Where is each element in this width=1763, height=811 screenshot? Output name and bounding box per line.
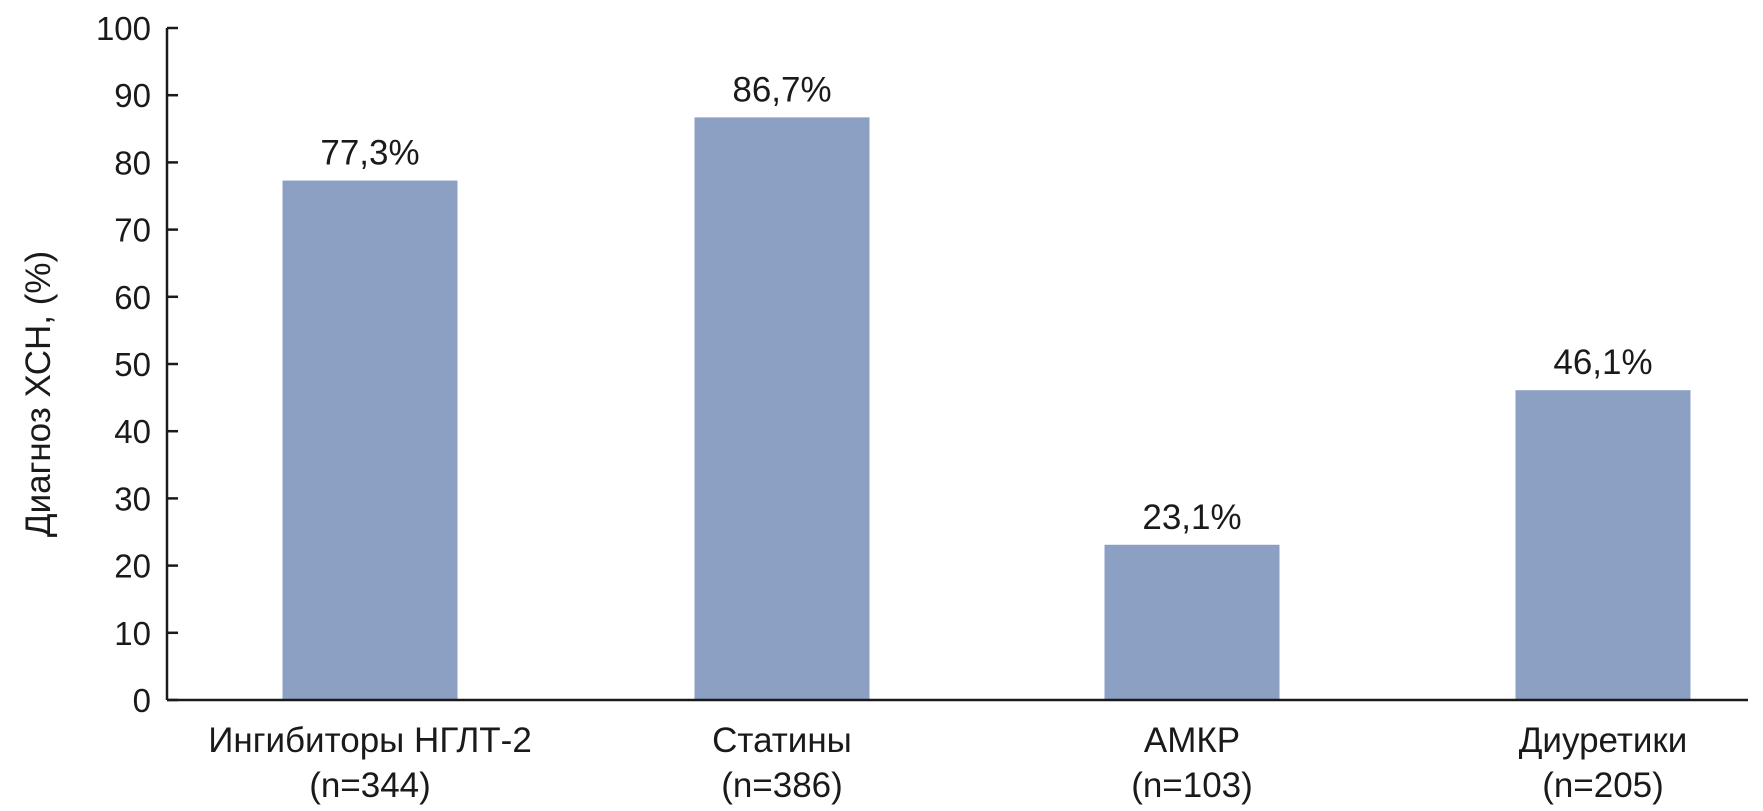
x-category-label: Диуретики [1519, 721, 1688, 760]
bar-value-label: 46,1% [1553, 343, 1652, 382]
x-category-count: (n=344) [309, 766, 431, 805]
y-axis-title: Диагноз ХСН, (%) [19, 251, 58, 537]
y-tick-label: 70 [114, 212, 151, 249]
y-tick-label: 90 [114, 77, 151, 114]
x-category-label: АМКР [1144, 721, 1240, 760]
y-tick-label: 30 [114, 480, 151, 517]
y-axis-ticks: 0 10 20 30 40 50 60 70 80 90 100 [96, 10, 178, 719]
bar-value-label: 23,1% [1142, 498, 1241, 537]
bar [1515, 390, 1691, 700]
x-category-label: Статины [712, 721, 852, 760]
y-tick-label: 10 [114, 615, 151, 652]
bar [694, 117, 870, 701]
bar [282, 180, 458, 700]
y-tick-label: 60 [114, 279, 151, 316]
x-axis-labels: Ингибиторы НГЛТ-2 (n=344) Статины (n=386) АМ… [208, 721, 1687, 805]
y-tick-label: 80 [114, 144, 151, 181]
y-tick-label: 0 [133, 682, 151, 719]
bar-value-label: 86,7% [732, 70, 831, 109]
bar-value-label: 77,3% [320, 134, 419, 173]
y-tick-label: 50 [114, 346, 151, 383]
x-category-count: (n=205) [1542, 766, 1664, 805]
y-tick-label: 20 [114, 548, 151, 585]
x-category-count: (n=103) [1131, 766, 1253, 805]
y-tick-label: 40 [114, 413, 151, 450]
x-category-count: (n=386) [721, 766, 843, 805]
bar [1104, 544, 1280, 700]
x-category-label: Ингибиторы НГЛТ-2 [208, 721, 532, 760]
y-tick-label: 100 [96, 10, 151, 47]
bars: 77,3% 86,7% 23,1% 46,1% [282, 70, 1691, 701]
